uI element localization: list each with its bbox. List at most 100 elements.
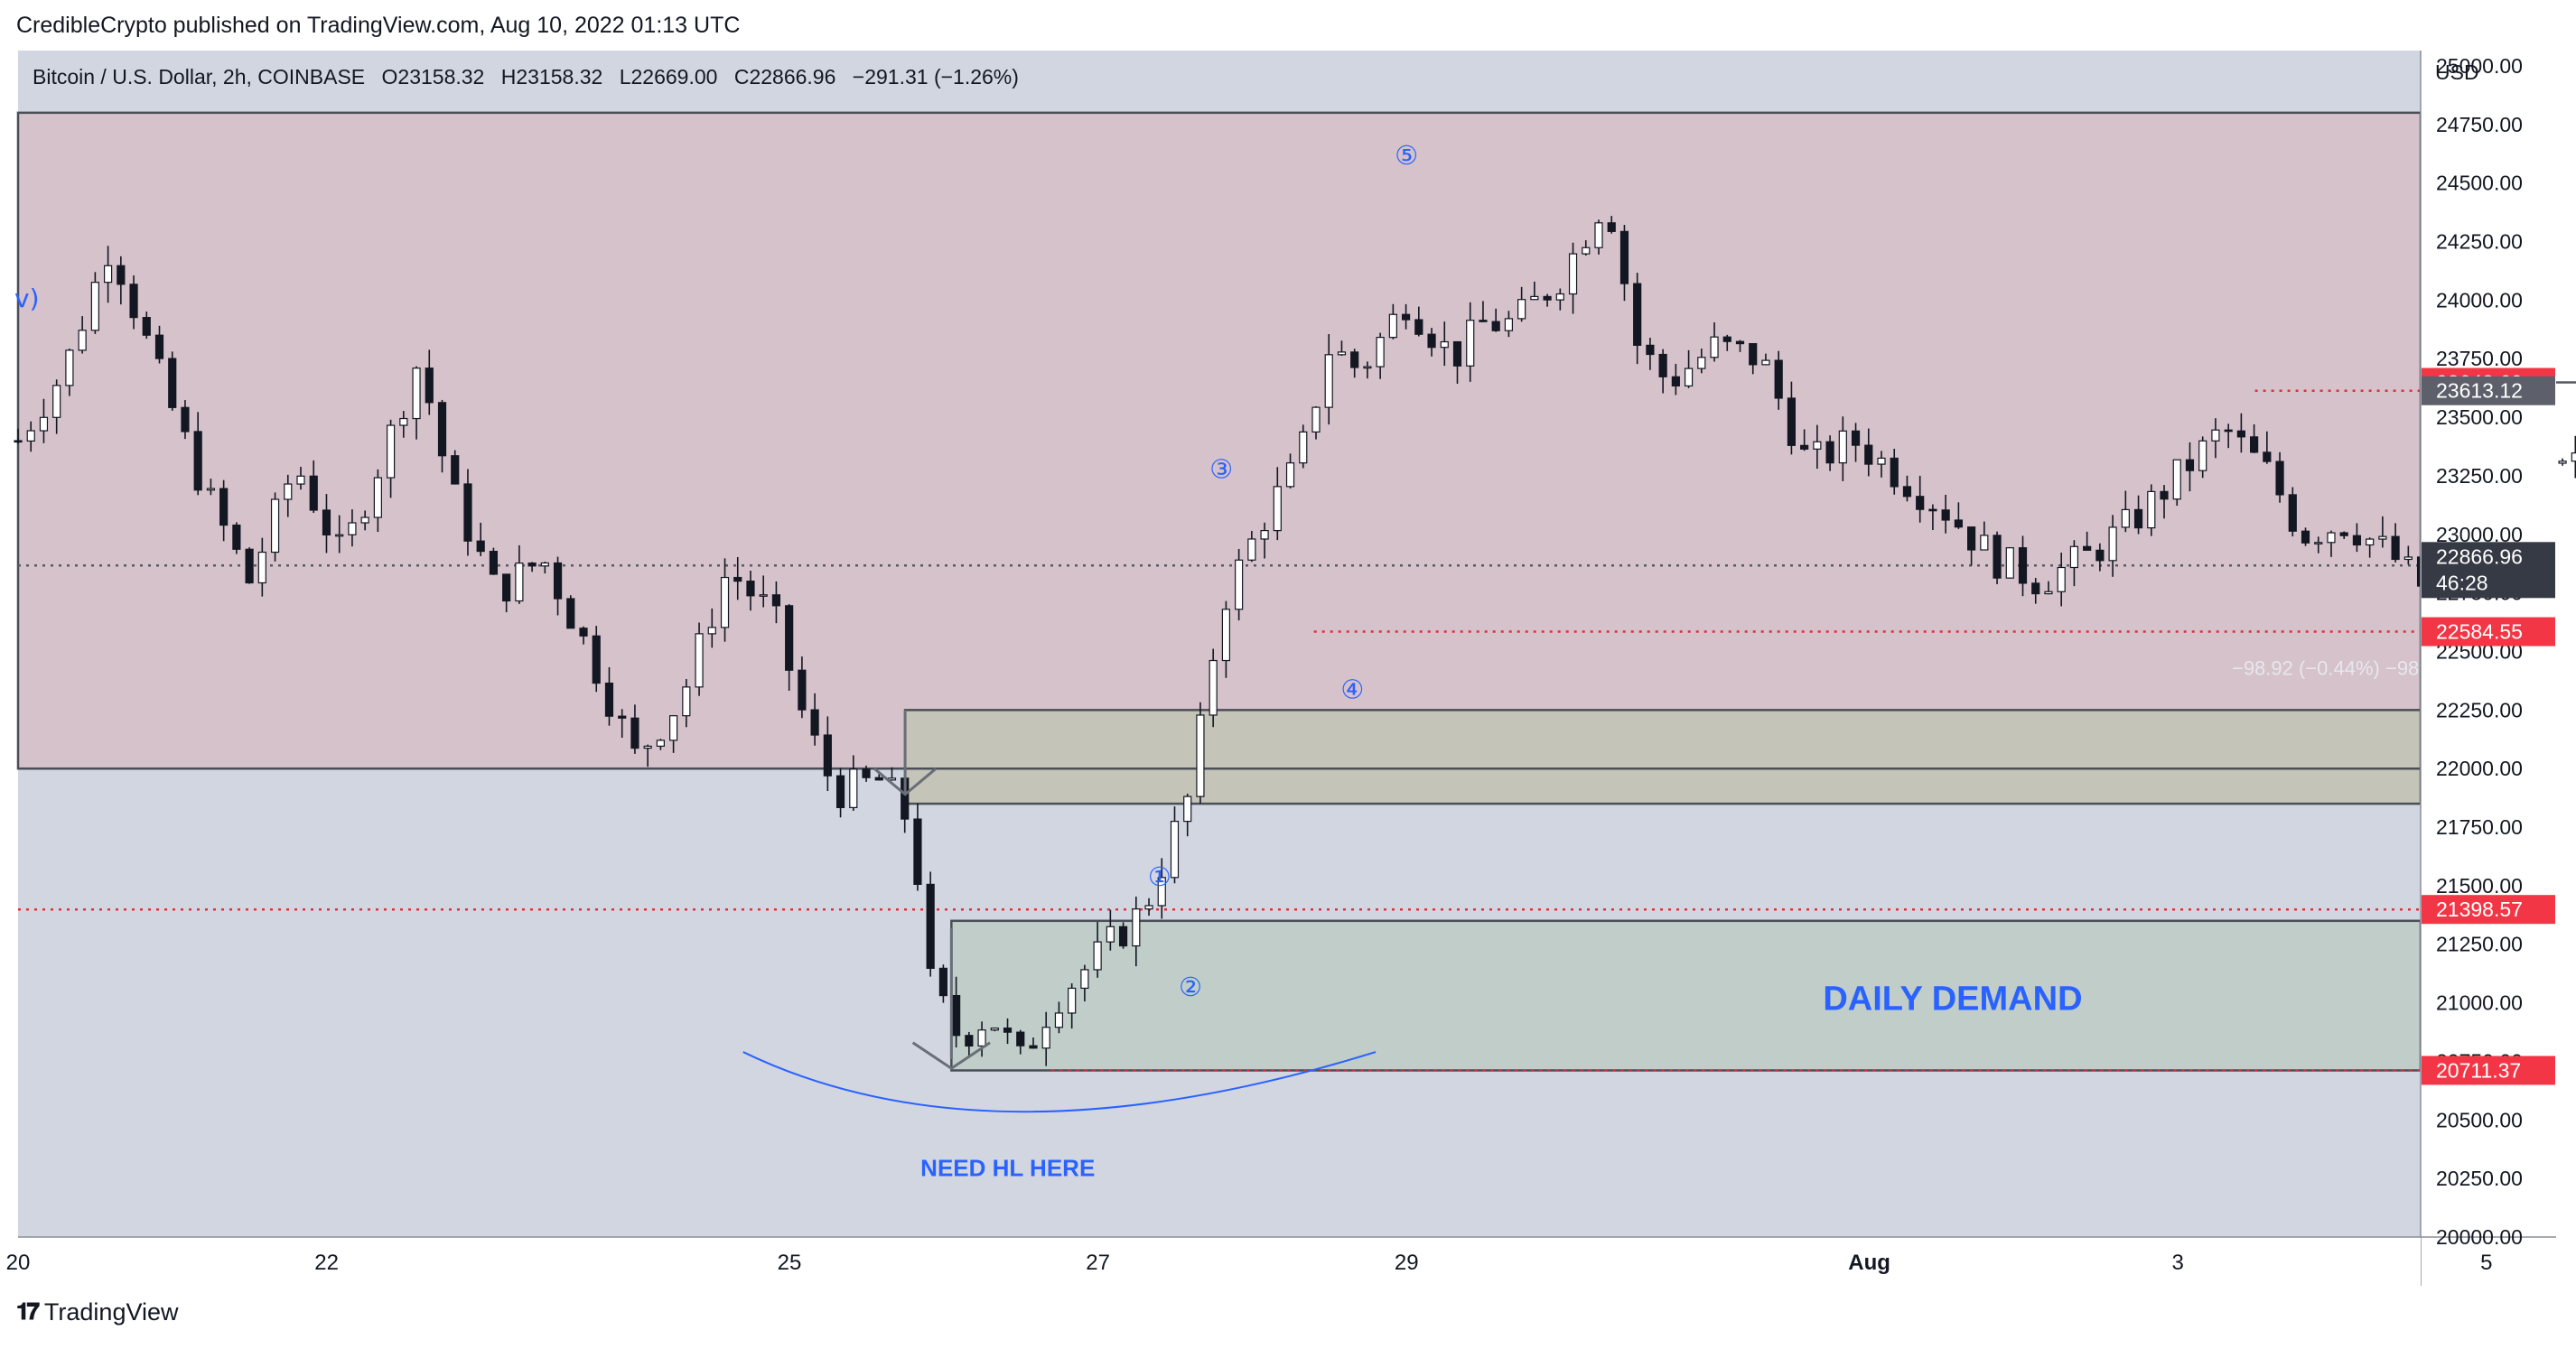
- y-tick-label: 20000.00: [2436, 1225, 2523, 1249]
- candle-body: [1273, 486, 1282, 532]
- legend-low: 22669.00: [631, 65, 718, 88]
- candle-body: [1954, 519, 1963, 528]
- y-tick-label: 21000.00: [2436, 991, 2523, 1015]
- measure-arrow-icon-2: [911, 1041, 991, 1071]
- candle-body: [142, 317, 151, 336]
- candle-body: [425, 367, 434, 404]
- candle-body: [798, 669, 807, 711]
- candle-body: [90, 282, 99, 331]
- candle-body: [1864, 444, 1873, 465]
- wave-label: ⑤: [1395, 140, 1418, 171]
- candle-body: [2083, 545, 2092, 551]
- footer[interactable]: 𝟏𝟕 TradingView: [16, 1298, 179, 1326]
- candle-body: [746, 581, 755, 597]
- candle-body: [39, 416, 49, 432]
- candle-body: [630, 717, 639, 749]
- x-tick-label: 22: [314, 1251, 339, 1275]
- candle-body: [489, 551, 499, 575]
- candle-body: [1491, 321, 1500, 331]
- x-tick-label: 29: [1395, 1251, 1419, 1275]
- candle-body: [720, 576, 730, 628]
- candle-body: [2211, 429, 2220, 442]
- y-tick-label: 24750.00: [2436, 113, 2523, 136]
- candle-body: [785, 605, 794, 671]
- candle-body: [1646, 344, 1655, 356]
- candle-body: [938, 967, 947, 997]
- candle-body: [309, 475, 318, 511]
- candle-body: [592, 635, 601, 684]
- price-badge-label: 21398.57: [2436, 898, 2523, 921]
- candle-body: [14, 440, 23, 443]
- candle-body: [1813, 441, 1822, 450]
- candle-body: [1093, 941, 1102, 971]
- daily-demand-label: DAILY DEMAND: [1823, 980, 2082, 1018]
- candle-body: [348, 522, 357, 535]
- price-badge-label: 22584.55: [2436, 620, 2523, 644]
- candle-body: [669, 715, 678, 741]
- candle-body: [1774, 359, 1783, 399]
- wave-label: ③: [1209, 454, 1233, 485]
- price-badges: 23648.6923613.1222866.9646:2822584.55213…: [2422, 367, 2555, 1085]
- y-tick-label: 22000.00: [2436, 757, 2523, 780]
- candle-body: [2031, 582, 2040, 595]
- candle-body: [1479, 320, 1488, 322]
- wave-label: ①: [1148, 861, 1171, 892]
- candle-body: [849, 768, 858, 808]
- legend-high: 23158.32: [516, 65, 602, 88]
- candle-body: [2133, 508, 2143, 529]
- y-tick-label: 24250.00: [2436, 230, 2523, 254]
- candle-body: [2288, 494, 2297, 532]
- candle-body: [1697, 357, 1706, 369]
- candle-body: [1376, 337, 1385, 367]
- x-tick-label: 3: [2172, 1251, 2184, 1275]
- candle-body: [2314, 542, 2323, 544]
- candle-body: [1235, 559, 1244, 610]
- candle-body: [1183, 795, 1192, 823]
- candle-body: [835, 775, 845, 808]
- candle-body: [874, 777, 883, 781]
- candle-body: [1902, 486, 1912, 498]
- candle-body: [1980, 535, 1989, 551]
- x-tick-label: 5: [2480, 1251, 2492, 1275]
- x-tick-label: 25: [778, 1251, 802, 1275]
- y-tick-label: 21250.00: [2436, 933, 2523, 956]
- legend-change: −291.31 (−1.26%): [853, 65, 1019, 88]
- candle-body: [181, 406, 190, 433]
- candle-body: [52, 385, 61, 418]
- candle-body: [437, 402, 447, 457]
- candle-body: [810, 709, 819, 736]
- candle-body: [322, 509, 331, 535]
- y-tick-label: 21500.00: [2436, 874, 2523, 898]
- higher-low-arc: [742, 1051, 1377, 1113]
- candle-body: [1607, 222, 1616, 232]
- x-tick-label: Aug: [1848, 1251, 1890, 1275]
- candle-body: [862, 768, 871, 778]
- candle-body: [553, 562, 563, 600]
- candle-body: [1671, 376, 1680, 386]
- candle-body: [1452, 340, 1462, 367]
- candle-body: [1684, 367, 1694, 386]
- candle-body: [1003, 1027, 1013, 1033]
- candle-body: [656, 740, 665, 747]
- candle-body: [2236, 430, 2245, 438]
- candle-body: [604, 682, 614, 717]
- candle-body: [1568, 253, 1578, 295]
- candle-body: [733, 576, 742, 582]
- candle-body: [1285, 462, 1295, 488]
- price-badge: [2422, 617, 2555, 647]
- legend-open: 23158.32: [397, 65, 484, 88]
- legend-open-label: O: [382, 65, 398, 88]
- candle-body: [2224, 429, 2233, 433]
- candle-body: [476, 540, 485, 553]
- measure-down-label: −98.92 (−0.44%) −9892: [2232, 656, 2441, 679]
- time-axis[interactable]: [18, 1237, 2421, 1286]
- legend-close: 22866.96: [749, 65, 835, 88]
- candle-body: [2069, 545, 2079, 569]
- candle-body: [1363, 366, 1372, 369]
- candle-body: [412, 367, 421, 420]
- candle-body: [2198, 440, 2207, 471]
- candle-body: [103, 265, 113, 284]
- candle-body: [1080, 969, 1089, 990]
- price-badge-label: 22866.96: [2436, 544, 2523, 568]
